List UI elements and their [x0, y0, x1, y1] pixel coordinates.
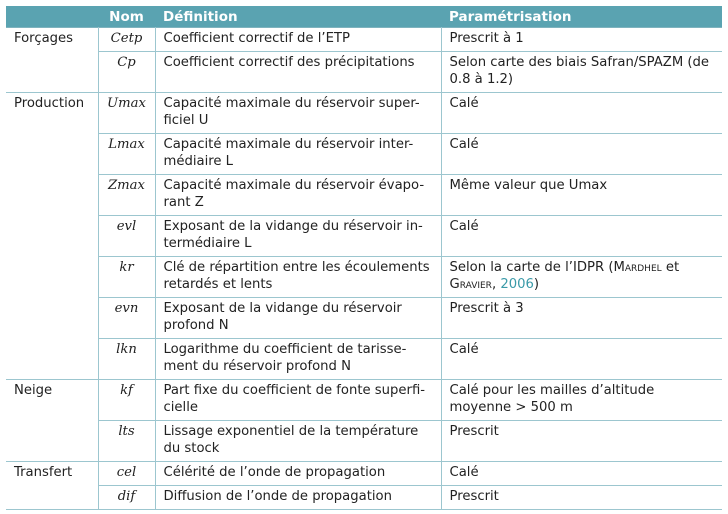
author: Mardhel [613, 260, 662, 275]
definition-cell: Exposant de la vidange du réservoir in- … [154, 215, 442, 257]
nom-cell: Cetp [97, 27, 156, 52]
param-cell: Calé [440, 338, 722, 380]
param-cell: Calé pour les mailles d’altitude moyenne… [440, 379, 722, 421]
table-row: Zmax Capacité maximale du réservoir évapo… [6, 174, 722, 216]
definition-cell: Part fixe du coefficient de fonte superf… [154, 379, 442, 421]
definition-cell: Coefficient correctif de l’ETP [154, 27, 442, 52]
nom-cell: kf [97, 379, 156, 421]
author: Gravier [449, 277, 492, 292]
param-cell: Selon la carte de l’IDPR (Mardhel et Gra… [440, 256, 722, 298]
group-cell: Forçages [6, 27, 99, 93]
definition-cell: Célérité de l’onde de propagation [154, 461, 442, 486]
header-row: Nom Définition Paramétrisation [6, 6, 722, 28]
nom-cell: evn [97, 297, 156, 339]
table-row: lkn Logarithme du coefficient de tarisse-… [6, 338, 722, 380]
nom-cell: cel [97, 461, 156, 486]
param-cell: Calé [440, 215, 722, 257]
citation-link[interactable]: 2006 [500, 277, 534, 292]
definition-cell: Capacité maximale du réservoir évapo- ra… [154, 174, 442, 216]
nom-cell: kr [97, 256, 156, 298]
definition-cell: Coefficient correctif des précipitations [154, 51, 442, 93]
nom-cell: Umax [97, 92, 156, 134]
nom-cell: lkn [97, 338, 156, 380]
param-cell: Selon carte des biais Safran/SPAZM (de 0… [440, 51, 722, 93]
table-row: lts Lissage exponentiel de la température… [6, 420, 722, 462]
table-row: Cp Coefficient correctif des précipitatio… [6, 51, 722, 93]
param-cell: Calé [440, 133, 722, 175]
param-cell: Calé [440, 92, 722, 134]
param-cell: Prescrit [440, 420, 722, 462]
group-cell: Neige [6, 379, 99, 462]
definition-cell: Logarithme du coefficient de tarisse- me… [154, 338, 442, 380]
group-cell: Production [6, 92, 99, 380]
table-row: Transfert cel Célérité de l’onde de propag… [6, 461, 722, 510]
nom-cell: Cp [97, 51, 156, 93]
table-row: dif Diffusion de l’onde de propagation Pre… [6, 485, 722, 510]
table-row: evl Exposant de la vidange du réservoir i… [6, 215, 722, 257]
header-definition: Définition [155, 6, 441, 28]
table-row: Forçages Cetp Coefficient correctif de l’E… [6, 27, 722, 93]
nom-cell: dif [97, 485, 156, 510]
definition-cell: Clé de répartition entre les écoulements… [154, 256, 442, 298]
param-cell: Prescrit [440, 485, 722, 510]
table-row: Neige kf Part fixe du coefficient de fonte… [6, 379, 722, 462]
table-row: Production Umax Capacité maximale du réser… [6, 92, 722, 380]
param-cell: Même valeur que Umax [440, 174, 722, 216]
definition-cell: Capacité maximale du réservoir inter- mé… [154, 133, 442, 175]
header-param: Paramétrisation [441, 6, 722, 28]
header-nom: Nom [98, 6, 155, 28]
definition-cell: Exposant de la vidange du réservoir prof… [154, 297, 442, 339]
param-cell: Calé [440, 461, 722, 486]
definition-cell: Capacité maximale du réservoir super- fi… [154, 92, 442, 134]
nom-cell: Lmax [97, 133, 156, 175]
definition-cell: Lissage exponentiel de la température du… [154, 420, 442, 462]
group-cell: Transfert [6, 461, 99, 510]
table-row: Lmax Capacité maximale du réservoir inter… [6, 133, 722, 175]
definition-cell: Diffusion de l’onde de propagation [154, 485, 442, 510]
header-group [6, 6, 98, 28]
parameters-table: Nom Définition Paramétrisation Forçages C… [6, 6, 722, 510]
nom-cell: Zmax [97, 174, 156, 216]
nom-cell: lts [97, 420, 156, 462]
nom-cell: evl [97, 215, 156, 257]
table-row: evn Exposant de la vidange du réservoir p… [6, 297, 722, 339]
param-cell: Prescrit à 1 [440, 27, 722, 52]
param-cell: Prescrit à 3 [440, 297, 722, 339]
table-row: kr Clé de répartition entre les écoulemen… [6, 256, 722, 298]
